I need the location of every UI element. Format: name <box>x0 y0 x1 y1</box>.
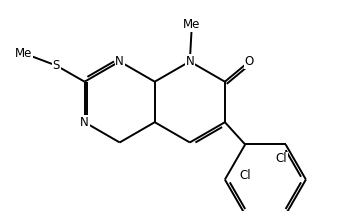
Text: Me: Me <box>183 18 201 32</box>
Text: N: N <box>80 116 89 129</box>
Text: Me: Me <box>15 47 33 60</box>
Text: N: N <box>186 55 194 68</box>
Text: N: N <box>115 55 124 68</box>
Text: Cl: Cl <box>276 152 287 165</box>
Text: O: O <box>245 55 254 68</box>
Text: S: S <box>52 59 60 72</box>
Text: Cl: Cl <box>239 169 251 182</box>
